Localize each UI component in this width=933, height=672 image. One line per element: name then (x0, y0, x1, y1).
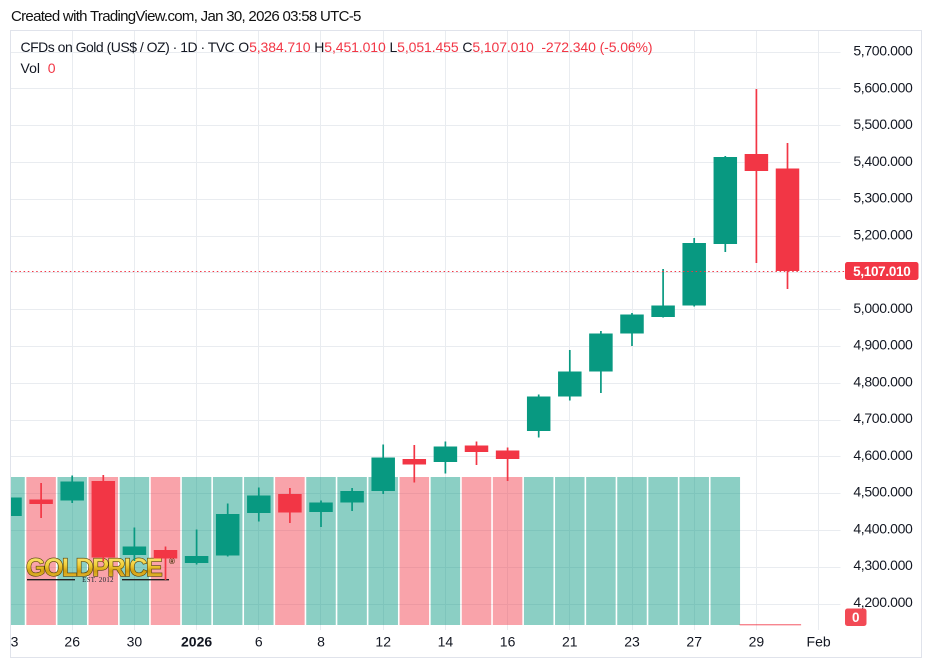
svg-text:5,200.000: 5,200.000 (853, 226, 913, 242)
svg-text:5,600.000: 5,600.000 (853, 79, 913, 95)
svg-text:8: 8 (317, 634, 325, 650)
svg-text:26: 26 (64, 634, 80, 650)
svg-text:GOLDPRICE: GOLDPRICE (26, 554, 162, 582)
svg-text:2026: 2026 (181, 634, 212, 650)
svg-text:12: 12 (375, 634, 391, 650)
svg-text:Feb: Feb (807, 634, 831, 650)
svg-text:5,107.010: 5,107.010 (853, 264, 910, 279)
svg-text:16: 16 (500, 634, 516, 650)
svg-text:4,800.000: 4,800.000 (853, 373, 913, 389)
svg-text:5,500.000: 5,500.000 (853, 116, 913, 132)
svg-text:4,600.000: 4,600.000 (853, 447, 913, 463)
svg-text:30: 30 (127, 634, 143, 650)
svg-text:3: 3 (11, 634, 19, 650)
svg-text:5,700.000: 5,700.000 (853, 43, 913, 59)
svg-text:23: 23 (624, 634, 640, 650)
svg-text:4,400.000: 4,400.000 (853, 520, 913, 536)
svg-text:5,000.000: 5,000.000 (853, 300, 913, 316)
svg-text:4,500.000: 4,500.000 (853, 484, 913, 500)
svg-text:EST. 2012: EST. 2012 (82, 577, 114, 584)
svg-text:27: 27 (686, 634, 702, 650)
svg-text:®: ® (169, 557, 175, 566)
svg-text:4,900.000: 4,900.000 (853, 337, 913, 353)
svg-text:5,300.000: 5,300.000 (853, 190, 913, 206)
svg-text:4,300.000: 4,300.000 (853, 557, 913, 573)
svg-text:0: 0 (852, 610, 860, 625)
svg-text:14: 14 (438, 634, 454, 650)
svg-text:4,700.000: 4,700.000 (853, 410, 913, 426)
svg-text:4,200.000: 4,200.000 (853, 594, 913, 610)
svg-text:5,400.000: 5,400.000 (853, 153, 913, 169)
svg-text:6: 6 (255, 634, 263, 650)
svg-text:21: 21 (562, 634, 578, 650)
svg-text:29: 29 (749, 634, 765, 650)
